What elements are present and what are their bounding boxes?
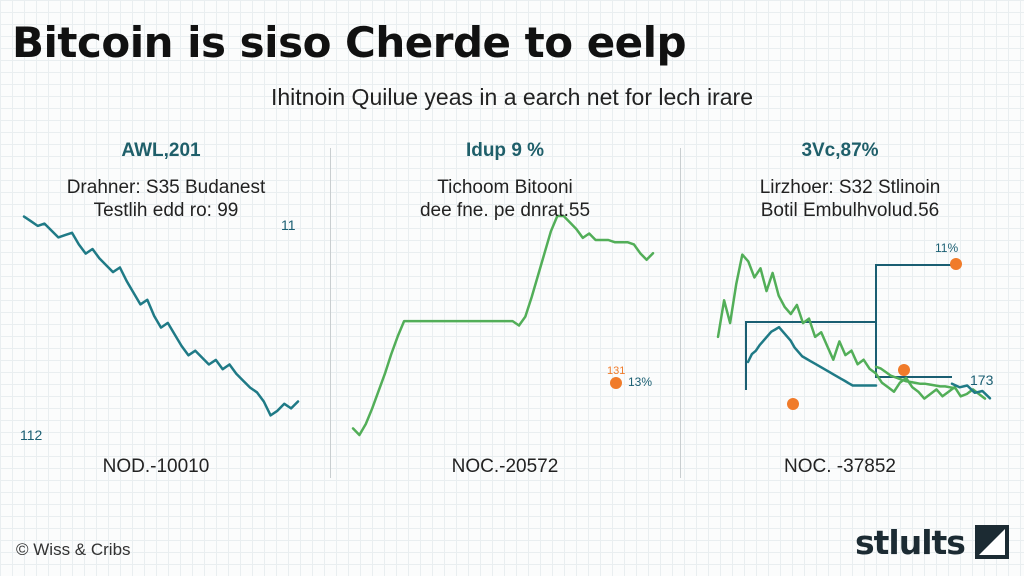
description-line: dee fne. pe dnrat.55 [419,200,591,221]
panel-percent-label: AWL,201 [121,140,201,161]
chart-plot-1: 112 11 [20,215,300,443]
panel-footer-label: NOC. -37852 [784,456,896,477]
chart-panel-2: 131 13% Idup 9 % Tichoom Bitooni dee fne.… [335,140,675,490]
panel-divider [330,148,331,478]
description-line: Botil Embulhvolud.56 [760,200,940,221]
panel-percent-label: Idup 9 % [465,140,545,161]
end-value-label: 11 [281,217,296,233]
top-value-label: 11% [935,241,958,255]
credit-line: © Wiss & Cribs [16,540,131,560]
panel-description: Tichoom Bitooni dee fne. pe dnrat.55 [335,176,675,222]
panel-description: Drahner: S35 Budanest Testlih edd ro: 99 [0,176,336,222]
panel-footer-label: NOC.-20572 [451,456,559,477]
series-line [351,214,655,437]
end-value-label: 173 [970,372,994,388]
description-line: Drahner: S35 Budanest [66,177,266,198]
credit-text: Wiss & Cribs [33,540,131,559]
page-title: Bitcoin is siso Cherde to eelp [12,18,687,67]
series-line [716,253,987,400]
chart-panel-3: 11% 173 3Vc,87% Lirzhoer: S32 Stlinoin Bo… [680,140,1020,490]
chart-plot-3: 11% 173 [716,241,994,410]
series-line [22,215,300,417]
series-line [746,325,878,387]
highlight-marker [898,364,910,376]
page-subtitle: Ihitnoin Quilue yeas in a earch net for … [271,84,753,110]
panel-description: Lirzhoer: S32 Stlinoin Botil Embulhvolud… [680,176,1020,222]
connector-box-line [745,264,956,328]
chart-panel-1: 112 11 AWL,201 Drahner: S35 Budanest Test… [0,140,336,490]
copyright-icon: © [16,540,29,559]
connector-box-line [875,322,952,378]
highlight-marker [787,398,799,410]
description-line: Testlih edd ro: 99 [93,200,239,221]
description-line: Tichoom Bitooni [437,177,573,198]
series-line [874,365,957,390]
panel-percent-label: 3Vc,87% [801,140,879,161]
highlight-marker [950,258,962,270]
panel-divider [680,148,681,478]
start-value-label: 112 [20,427,43,443]
marker-value-label: 13% [628,375,652,389]
highlight-marker [610,377,622,389]
brand-logo: stlults [855,523,966,562]
series-line [950,382,992,400]
brand-mark-icon [975,525,1009,559]
marker-label: 131 [607,365,625,377]
description-line: Lirzhoer: S32 Stlinoin [759,177,941,198]
panel-footer-label: NOD.-10010 [102,456,210,477]
